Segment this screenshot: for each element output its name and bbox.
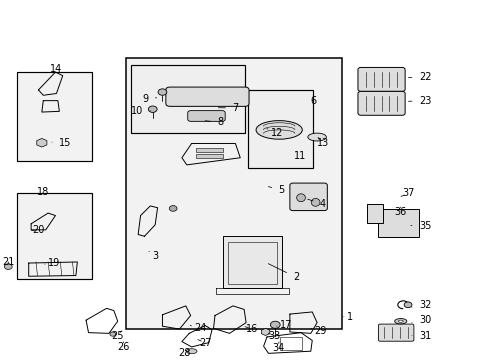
FancyBboxPatch shape [165, 87, 248, 106]
Text: 4: 4 [307, 199, 325, 209]
Ellipse shape [311, 198, 319, 206]
Bar [227, 242, 276, 284]
Text: 28: 28 [178, 348, 191, 358]
Text: 7: 7 [218, 103, 238, 113]
FancyBboxPatch shape [289, 183, 326, 211]
Text: 22: 22 [407, 72, 430, 82]
Text: 1: 1 [343, 312, 352, 321]
Bar [247, 90, 313, 168]
Text: 23: 23 [407, 96, 430, 105]
Bar [196, 154, 223, 158]
Ellipse shape [394, 319, 406, 324]
FancyBboxPatch shape [377, 209, 418, 237]
Text: 34: 34 [271, 342, 284, 353]
Text: 14: 14 [50, 64, 62, 74]
Text: 9: 9 [142, 94, 156, 104]
Circle shape [148, 106, 157, 112]
Circle shape [158, 89, 166, 95]
Ellipse shape [398, 320, 403, 322]
Text: 35: 35 [410, 221, 430, 230]
Text: 17: 17 [276, 320, 291, 330]
Text: 5: 5 [268, 185, 284, 195]
Text: 15: 15 [52, 139, 71, 148]
FancyBboxPatch shape [378, 324, 413, 341]
Text: 19: 19 [45, 258, 60, 268]
Text: 36: 36 [394, 207, 406, 217]
Text: 21: 21 [2, 257, 15, 267]
Circle shape [404, 302, 411, 308]
Bar [17, 72, 92, 161]
Text: 6: 6 [309, 96, 316, 105]
Text: 33: 33 [267, 330, 280, 341]
FancyBboxPatch shape [357, 91, 405, 115]
FancyBboxPatch shape [357, 67, 405, 91]
Text: 11: 11 [293, 151, 305, 161]
Text: 3: 3 [149, 251, 158, 261]
Text: 31: 31 [411, 330, 430, 341]
Text: 13: 13 [316, 138, 328, 148]
Text: 18: 18 [37, 186, 49, 197]
Text: 29: 29 [310, 326, 326, 336]
Text: 30: 30 [411, 315, 430, 325]
Text: 16: 16 [244, 324, 258, 334]
Text: 32: 32 [411, 300, 430, 310]
Text: 37: 37 [400, 188, 413, 198]
Text: 10: 10 [131, 106, 150, 116]
Bar [17, 193, 92, 279]
Circle shape [110, 332, 116, 336]
Bar [126, 58, 342, 329]
Text: 8: 8 [205, 117, 224, 127]
Bar [196, 148, 223, 152]
FancyBboxPatch shape [187, 111, 225, 121]
Ellipse shape [296, 194, 305, 202]
Circle shape [270, 321, 280, 328]
Bar [131, 65, 244, 133]
Bar [223, 236, 281, 288]
Bar [280, 337, 302, 351]
Ellipse shape [186, 349, 197, 354]
Circle shape [4, 264, 12, 270]
Text: 25: 25 [111, 330, 123, 341]
Text: 20: 20 [32, 225, 44, 235]
Text: 24: 24 [190, 323, 206, 333]
Ellipse shape [307, 133, 325, 141]
Ellipse shape [256, 121, 302, 139]
Text: 12: 12 [266, 128, 283, 138]
Text: 27: 27 [197, 338, 211, 348]
Text: 26: 26 [117, 342, 129, 352]
Text: 2: 2 [268, 264, 299, 282]
FancyBboxPatch shape [366, 204, 383, 224]
Circle shape [169, 206, 177, 211]
